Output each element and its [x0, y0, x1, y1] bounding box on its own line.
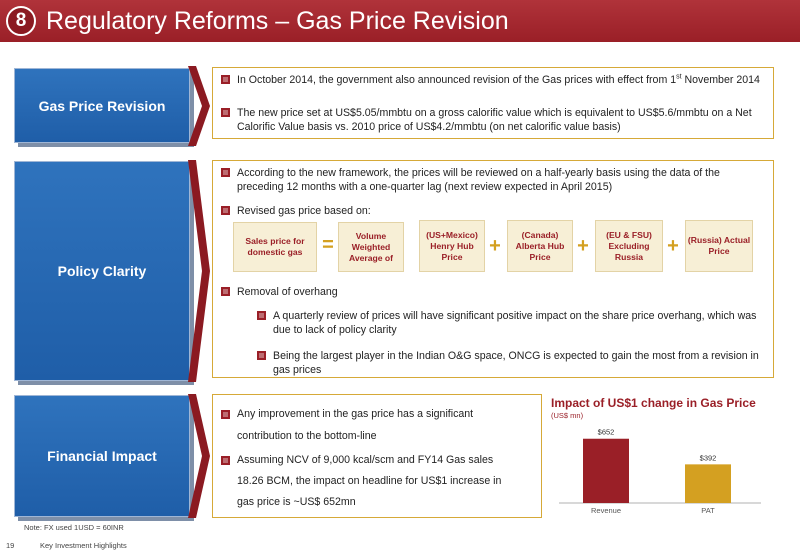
- bullet-item: In October 2014, the government also ann…: [221, 73, 769, 87]
- bullet-text: Assuming NCV of 9,000 kcal/scm and FY14 …: [237, 454, 502, 508]
- formula-russia-box: (Russia) Actual Price: [685, 220, 753, 272]
- ordinal-superscript: st: [676, 73, 682, 81]
- data-label-revenue: $652: [598, 428, 615, 437]
- plus-sign: +: [489, 235, 501, 257]
- financial-impact-panel: Any improvement in the gas price has a s…: [212, 394, 542, 518]
- bullet-icon: [257, 351, 266, 360]
- data-label-pat: $392: [700, 453, 717, 462]
- bullet-icon: [221, 456, 230, 465]
- bullet-item: Any improvement in the gas price has a s…: [221, 403, 511, 447]
- sub-bullet-item: A quarterly review of prices will have s…: [257, 309, 769, 337]
- page-title: Regulatory Reforms – Gas Price Revision: [46, 7, 509, 35]
- title-bar: 8 Regulatory Reforms – Gas Price Revisio…: [0, 0, 800, 42]
- bullet-text: The new price set at US$5.05/mmbtu on a …: [237, 107, 752, 133]
- bullet-icon: [221, 287, 230, 296]
- bar-pat: [685, 464, 731, 503]
- plus-sign: +: [667, 235, 679, 257]
- chart-title: Impact of US$1 change in Gas Price: [551, 396, 756, 410]
- gas-price-revision-panel: In October 2014, the government also ann…: [212, 67, 774, 139]
- policy-clarity-label: Policy Clarity: [14, 161, 190, 381]
- formula-henry-hub-box: (US+Mexico) Henry Hub Price: [419, 220, 485, 272]
- bullet-item: Revised gas price based on:: [221, 204, 769, 218]
- bullet-text: Revised gas price based on:: [237, 205, 371, 217]
- category-label-revenue: Revenue: [591, 506, 621, 515]
- formula-vwa-box: Volume Weighted Average of: [338, 222, 404, 272]
- bullet-icon: [221, 206, 230, 215]
- bullet-text: Being the largest player in the Indian O…: [273, 350, 759, 376]
- bullet-text: In October 2014, the government also ann…: [237, 74, 677, 86]
- page-number: 19: [6, 541, 15, 550]
- bullet-item: The new price set at US$5.05/mmbtu on a …: [221, 106, 769, 134]
- bullet-text: Any improvement in the gas price has a s…: [237, 408, 474, 442]
- gas-price-revision-arrow: [188, 66, 210, 146]
- bullet-icon: [221, 168, 230, 177]
- bullet-icon: [221, 410, 230, 419]
- formula-sales-price-box: Sales price for domestic gas: [233, 222, 317, 272]
- category-label-pat: PAT: [701, 506, 715, 515]
- bullet-icon: [221, 75, 230, 84]
- bullet-item: Removal of overhang: [221, 285, 769, 299]
- bullet-text: According to the new framework, the pric…: [237, 167, 720, 193]
- sub-bullet-item: Being the largest player in the Indian O…: [257, 349, 769, 377]
- financial-impact-label: Financial Impact: [14, 395, 190, 517]
- bullet-item: Assuming NCV of 9,000 kcal/scm and FY14 …: [221, 450, 511, 513]
- bullet-text: A quarterly review of prices will have s…: [273, 310, 757, 336]
- plus-sign: +: [577, 235, 589, 257]
- formula-eu-fsu-box: (EU & FSU) Excluding Russia: [595, 220, 663, 272]
- fx-note: Note: FX used 1USD = 60INR: [24, 523, 124, 532]
- bullet-icon: [257, 311, 266, 320]
- impact-bar-chart: $652 Revenue $392 PAT: [559, 428, 761, 515]
- bullet-icon: [221, 108, 230, 117]
- equals-sign: =: [322, 234, 334, 256]
- footer-text: Key Investment Highlights: [40, 541, 127, 550]
- chart-subtitle: (US$ mn): [551, 411, 584, 420]
- section-number-badge: 8: [6, 6, 36, 36]
- bar-revenue: [583, 438, 629, 503]
- formula-alberta-hub-box: (Canada) Alberta Hub Price: [507, 220, 573, 272]
- bullet-item: According to the new framework, the pric…: [221, 166, 769, 194]
- bullet-text: Removal of overhang: [237, 286, 338, 298]
- policy-clarity-panel: According to the new framework, the pric…: [212, 160, 774, 378]
- policy-clarity-arrow: [188, 160, 210, 382]
- bullet-text-cont: November 2014: [681, 74, 760, 86]
- gas-price-revision-label: Gas Price Revision: [14, 68, 190, 143]
- financial-impact-arrow: [188, 394, 210, 518]
